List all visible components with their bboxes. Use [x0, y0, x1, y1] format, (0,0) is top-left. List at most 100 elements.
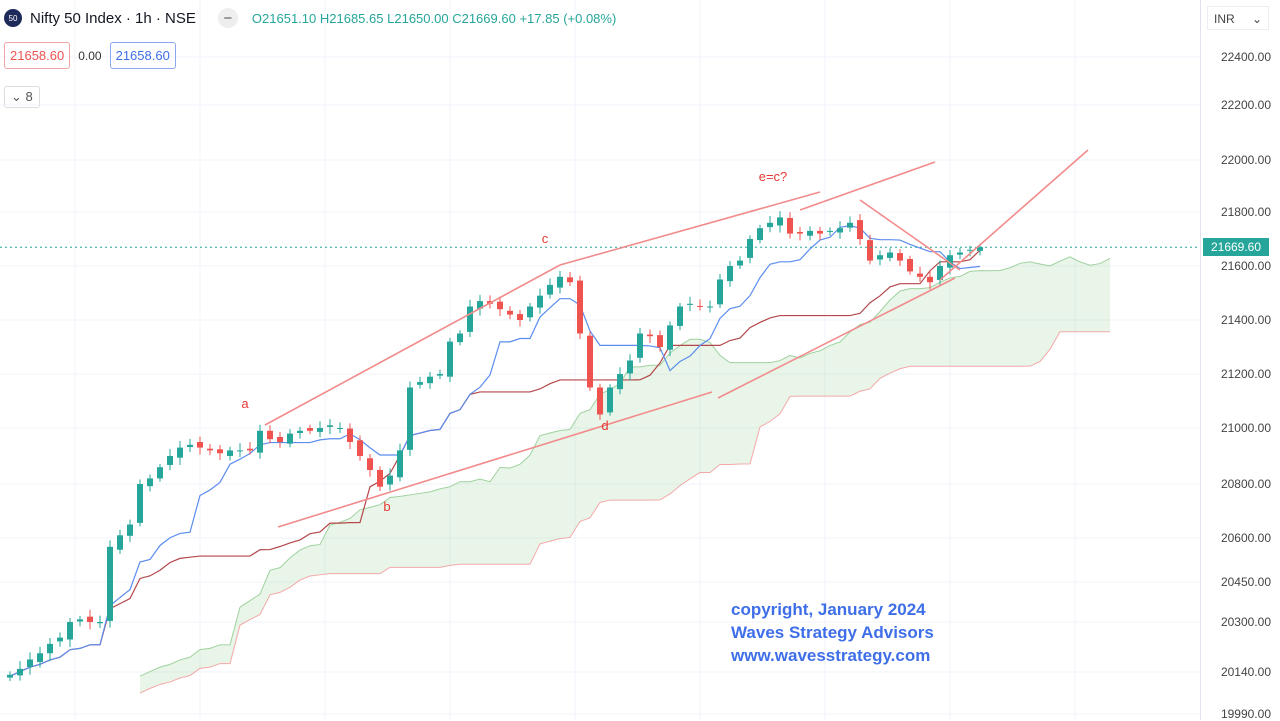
- leading-span-b: [139, 331, 1110, 694]
- candle: [617, 374, 623, 390]
- candle: [977, 247, 983, 251]
- y-tick-label: 21800.00: [1220, 205, 1271, 219]
- y-tick-label: 21600.00: [1220, 259, 1271, 273]
- candle: [957, 252, 963, 255]
- candle: [217, 449, 223, 454]
- candle: [747, 239, 753, 258]
- candle: [587, 335, 593, 388]
- candle: [177, 447, 183, 458]
- watermark-line: Waves Strategy Advisors: [731, 623, 934, 642]
- candle: [357, 440, 363, 456]
- symbol-title[interactable]: Nifty 50 Index · 1h · NSE: [30, 9, 196, 27]
- low-value: L21650.00: [387, 10, 449, 26]
- candle: [197, 442, 203, 448]
- candle: [757, 228, 763, 241]
- candle: [67, 622, 73, 640]
- trend-line: [939, 149, 1089, 281]
- candle: [247, 448, 253, 451]
- candle: [477, 301, 483, 309]
- currency-selector[interactable]: INR ⌄: [1207, 6, 1269, 30]
- candle: [897, 253, 903, 261]
- candle: [87, 616, 93, 622]
- candle: [797, 231, 803, 234]
- candle: [807, 230, 813, 236]
- wave-label: e=c?: [759, 169, 788, 184]
- candle: [707, 306, 713, 308]
- candle: [347, 428, 353, 442]
- candle: [947, 255, 953, 268]
- candle: [577, 280, 583, 334]
- trend-line: [859, 199, 961, 271]
- candle: [677, 306, 683, 326]
- y-tick-label: 20450.00: [1220, 575, 1271, 589]
- candle: [127, 524, 133, 536]
- candle: [597, 387, 603, 415]
- watermark-line: www.wavesstrategy.com: [731, 646, 931, 665]
- candle: [27, 659, 33, 667]
- price-chart[interactable]: a b c d e=c?: [0, 0, 1200, 720]
- symbol-logo: 50: [4, 9, 22, 27]
- minus-icon[interactable]: −: [217, 8, 238, 28]
- candle: [517, 314, 523, 320]
- chevron-down-icon: ⌄: [1251, 12, 1262, 26]
- candle: [237, 450, 243, 452]
- indicators-collapse-button[interactable]: ⌄ 8: [4, 86, 40, 108]
- candle: [877, 255, 883, 260]
- candle: [207, 448, 213, 451]
- candle: [927, 276, 933, 283]
- wave-label: d: [601, 418, 608, 433]
- candle: [637, 333, 643, 358]
- candle: [737, 260, 743, 266]
- candle: [337, 428, 343, 429]
- y-tick-label: 19990.00: [1220, 707, 1271, 721]
- candle: [837, 228, 843, 233]
- candle: [307, 428, 313, 431]
- candle: [77, 619, 83, 622]
- ichimoku-cloud: [140, 256, 1110, 693]
- candle: [607, 387, 613, 413]
- candle: [777, 217, 783, 226]
- y-tick-label: 22200.00: [1220, 98, 1271, 112]
- candle: [857, 220, 863, 239]
- candle: [787, 217, 793, 234]
- currency-label: INR: [1214, 12, 1235, 26]
- candle: [97, 622, 103, 624]
- candle: [267, 430, 273, 440]
- candle: [17, 668, 23, 676]
- trend-line: [799, 161, 936, 211]
- y-tick-label: 21400.00: [1220, 313, 1271, 327]
- candle: [37, 653, 43, 662]
- chevron-down-icon: ⌄: [11, 89, 26, 104]
- ohlc-readout: O21651.10 H21685.65 L21650.00 C21669.60 …: [252, 11, 616, 26]
- indicator-values: 21658.60 0.00 21658.60: [4, 42, 176, 69]
- candle: [537, 295, 543, 308]
- candle: [257, 430, 263, 453]
- price-axis[interactable]: INR ⌄ 22400.00 22200.00 22000.00 21800.00 216…: [1200, 0, 1280, 721]
- candle: [397, 450, 403, 478]
- candle: [917, 273, 923, 277]
- y-tick-label: 20800.00: [1220, 477, 1271, 491]
- y-tick-label: 21200.00: [1220, 367, 1271, 381]
- wave-label: c: [542, 231, 549, 246]
- open-value: O21651.10: [251, 10, 317, 26]
- candle: [7, 674, 13, 678]
- candle: [147, 478, 153, 487]
- conversion-line: [9, 225, 981, 677]
- indicator-count: 8: [25, 89, 33, 104]
- candle: [507, 310, 513, 315]
- current-price-label: 21669.60: [1203, 238, 1269, 256]
- y-tick-label: 20140.00: [1220, 665, 1271, 679]
- candle: [417, 382, 423, 385]
- wave-label: b: [383, 499, 390, 514]
- wave-label: a: [241, 396, 249, 411]
- indicator-value-blue[interactable]: 21658.60: [109, 42, 176, 69]
- base-line: [9, 249, 981, 677]
- indicator-value-red[interactable]: 21658.60: [4, 42, 71, 69]
- symbol-header: 50 Nifty 50 Index · 1h · NSE − O21651.10…: [4, 8, 616, 28]
- candle: [107, 546, 113, 621]
- candle: [427, 376, 433, 384]
- candle: [497, 301, 503, 310]
- candle: [657, 335, 663, 347]
- candle: [227, 450, 233, 456]
- candle: [727, 266, 733, 282]
